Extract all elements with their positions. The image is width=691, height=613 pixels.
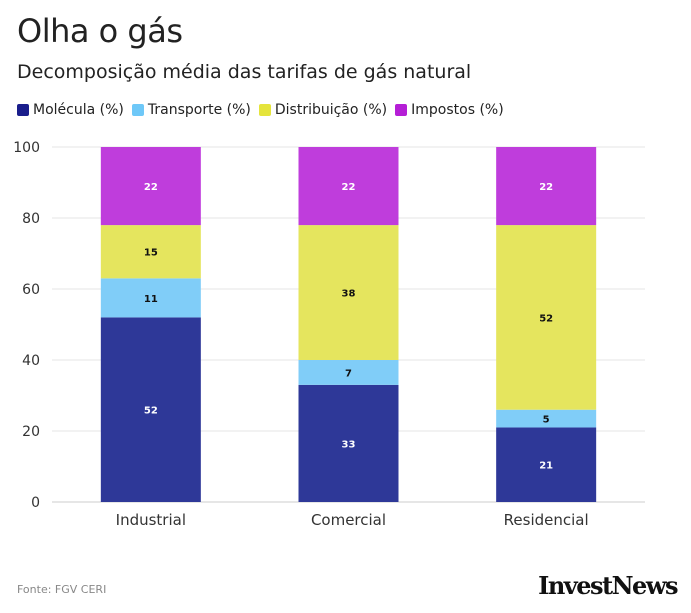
chart-title: Olha o gás (17, 12, 183, 50)
data-label: 33 (342, 439, 356, 450)
data-labels: 52 11 15 22 33 7 38 22 21 5 52 22 (144, 182, 553, 472)
legend-swatch-impostos (395, 104, 408, 116)
legend-swatch-transporte (131, 104, 144, 116)
data-label: 52 (539, 313, 553, 324)
bar-segment[interactable] (496, 409, 597, 428)
data-label: 22 (342, 182, 356, 193)
source-note: Fonte: FGV CERI (17, 583, 107, 596)
data-label: 7 (345, 368, 352, 379)
y-tick-label: 0 (31, 495, 40, 511)
data-label: 22 (144, 182, 158, 193)
data-label: 22 (539, 182, 553, 193)
bar-segment[interactable] (298, 147, 399, 226)
bar-segment[interactable] (100, 225, 201, 279)
bar-segment[interactable] (496, 427, 597, 502)
legend-item-transporte[interactable]: Transporte (%) (131, 102, 251, 118)
y-tick-label: 80 (22, 211, 40, 227)
y-tick-label: 20 (22, 424, 40, 440)
data-label: 52 (144, 406, 158, 417)
x-tick-label: Comercial (311, 511, 386, 529)
x-tick-label: Industrial (116, 511, 186, 529)
bar-segment[interactable] (298, 225, 399, 360)
chart-legend: Molécula (%) Transporte (%) Distribuição… (17, 102, 512, 118)
legend-swatch-molecula (17, 104, 29, 116)
chart-subtitle: Decomposição média das tarifas de gás na… (17, 61, 472, 83)
x-axis: Industrial Comercial Residencial (116, 511, 589, 529)
data-label: 11 (144, 294, 158, 305)
investnews-logo: InvestNews (538, 571, 678, 600)
bar-segment[interactable] (298, 360, 399, 385)
data-label: 15 (144, 248, 158, 259)
legend-swatch-distribuicao (258, 104, 271, 116)
y-axis: 0 20 40 60 80 100 (13, 140, 40, 511)
data-label: 21 (539, 461, 553, 472)
legend-label-distribuicao: Distribuição (%) (274, 102, 388, 118)
bar-segment[interactable] (298, 384, 399, 502)
legend-item-impostos[interactable]: Impostos (%) (395, 102, 504, 118)
legend-label-transporte: Transporte (%) (147, 102, 251, 118)
legend-label-impostos: Impostos (%) (411, 102, 504, 118)
bar-segment[interactable] (100, 278, 201, 318)
bar-segment[interactable] (100, 147, 201, 226)
y-tick-label: 40 (22, 353, 40, 369)
y-tick-label: 100 (13, 140, 40, 156)
legend-label-molecula: Molécula (%) (33, 102, 124, 118)
bar-segment[interactable] (100, 317, 201, 502)
bars (100, 147, 597, 502)
legend-item-molecula[interactable]: Molécula (%) (17, 102, 124, 118)
data-label: 5 (543, 415, 550, 426)
x-tick-label: Residencial (504, 511, 589, 529)
legend-item-distribuicao[interactable]: Distribuição (%) (258, 102, 388, 118)
bar-segment[interactable] (496, 225, 597, 410)
bar-segment[interactable] (496, 147, 597, 226)
data-label: 38 (342, 289, 356, 300)
y-tick-label: 60 (22, 282, 40, 298)
